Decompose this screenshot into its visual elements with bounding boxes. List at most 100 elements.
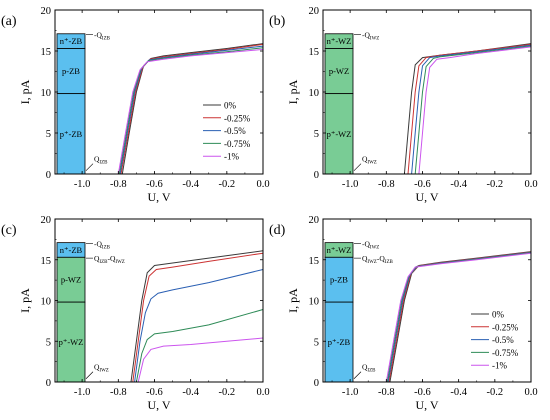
- x-tick-label: -0.2: [219, 179, 236, 190]
- x-tick-label: -0.6: [146, 387, 163, 398]
- annotation-q: Q: [94, 254, 100, 263]
- x-tick-label: -1.0: [74, 179, 91, 190]
- annotation-arrow: [85, 163, 94, 171]
- y-tick-label: 10: [309, 88, 320, 99]
- y-tick-label: 0: [314, 170, 319, 181]
- legend: 0% -0.25% -0.5% -0.75% -1%: [203, 101, 251, 162]
- annotation-arrow: [85, 371, 94, 379]
- x-tick-label: -0.2: [487, 179, 504, 190]
- series-line: [130, 250, 264, 383]
- layer-segment: [324, 48, 354, 95]
- x-axis-label: U, V: [147, 398, 170, 412]
- layer-segment: [56, 256, 86, 303]
- y-axis: 0 5 10 15 20 I, pA: [286, 6, 531, 181]
- panel-label: (c): [1, 223, 17, 238]
- layer-label: p-WZ: [61, 275, 81, 285]
- y-tick-label: 0: [46, 170, 51, 181]
- layer-label: p-WZ: [329, 66, 349, 76]
- panel-label: (d): [269, 223, 286, 238]
- y-tick-label: 10: [309, 297, 320, 308]
- x-tick-label: -0.8: [110, 387, 127, 398]
- x-tick-label: 0.0: [524, 387, 537, 398]
- y-axis-label: I, pA: [286, 288, 300, 313]
- series-line: [403, 43, 532, 175]
- layer-stack: n⁺-ZB p-WZ p⁺-WZ: [56, 242, 86, 383]
- y-axis: 0 5 10 15 20 I, pA: [286, 215, 531, 389]
- series-group: [117, 43, 264, 175]
- layer-segment: [324, 301, 354, 383]
- x-tick-label: -0.8: [110, 179, 127, 190]
- series-line: [134, 269, 264, 383]
- y-axis: 0 5 10 15 20 I, pA: [18, 6, 263, 181]
- annotation-q: Q: [362, 155, 368, 164]
- y-tick-label: 5: [314, 337, 319, 348]
- annotation-extra-sub: IWZ: [115, 260, 124, 265]
- x-tick-label: -0.4: [182, 387, 199, 398]
- annotation-sub: IZB: [102, 37, 111, 42]
- series-line: [389, 251, 532, 383]
- layer-segment: [324, 93, 354, 175]
- series-line: [407, 43, 532, 175]
- annotation-label: -QIZB: [94, 239, 111, 250]
- annotation-sub: IZB: [367, 369, 376, 374]
- legend-label: -0.25%: [224, 113, 251, 123]
- legend-label: -1%: [224, 152, 239, 162]
- y-tick-label: 5: [314, 129, 319, 140]
- annotation-q: Q: [362, 363, 368, 372]
- x-tick-label: 0.0: [524, 179, 537, 190]
- y-tick-label: 5: [46, 129, 51, 140]
- annotation-sub: IWZ: [367, 161, 376, 166]
- x-tick-label: -0.2: [219, 387, 236, 398]
- annotation-q: Q: [94, 363, 100, 372]
- x-axis: -1.0 -0.8 -0.6 -0.4 -0.2 0.0 U, V: [63, 10, 270, 204]
- x-tick-label: -0.4: [450, 387, 467, 398]
- annotation-sub: IZB: [99, 260, 108, 265]
- x-tick-label: -0.4: [182, 179, 199, 190]
- y-tick-label: 10: [41, 88, 52, 99]
- layer-label: p-ZB: [62, 66, 80, 76]
- y-tick-label: 15: [309, 256, 320, 267]
- x-tick-label: -1.0: [74, 387, 91, 398]
- annotation-label: QIZB: [362, 363, 376, 374]
- panel-label: (b): [269, 14, 286, 29]
- layer-label: p⁺-WZ: [59, 337, 84, 347]
- annotation-prefix: -: [94, 31, 97, 40]
- annotation-extra: -Q: [377, 254, 385, 263]
- y-tick-label: 15: [309, 47, 320, 58]
- x-tick-label: -0.4: [450, 179, 467, 190]
- legend: 0% -0.25% -0.5% -0.75% -1%: [471, 310, 519, 371]
- annotation-sub: IWZ: [370, 245, 379, 250]
- annotation-label: QIWZ: [362, 155, 377, 166]
- y-tick-label: 20: [309, 215, 320, 226]
- y-axis-label: I, pA: [18, 79, 32, 104]
- x-tick-label: -0.8: [378, 387, 395, 398]
- layer-label: p⁺-ZB: [60, 129, 83, 139]
- series-group: [403, 43, 532, 175]
- annotation-sub: IZB: [99, 161, 108, 166]
- legend-label: -0.5%: [492, 335, 514, 345]
- annotation-label: -QIWZ: [362, 31, 379, 42]
- y-axis-label: I, pA: [286, 79, 300, 104]
- series-line: [411, 44, 532, 175]
- series-group: [385, 251, 532, 383]
- annotation-label: QIWZ-QIZB: [362, 254, 394, 265]
- layer-label: p-ZB: [330, 275, 348, 285]
- layer-stack: n⁺-WZ p-ZB p⁺-ZB: [324, 242, 354, 383]
- layer-label: p⁺-WZ: [327, 129, 352, 139]
- layer-label: n⁺-ZB: [60, 36, 83, 46]
- series-line: [137, 337, 264, 383]
- series-line: [118, 47, 264, 175]
- annotation-arrow: [353, 163, 362, 171]
- y-tick-label: 20: [41, 215, 52, 226]
- annotation-extra: -Q: [107, 254, 115, 263]
- annotation-sub: IWZ: [370, 37, 379, 42]
- series-line: [414, 45, 532, 175]
- y-tick-label: 10: [41, 297, 52, 308]
- series-line: [119, 45, 264, 175]
- legend-label: -0.75%: [492, 348, 519, 358]
- annotation-q: Q: [362, 254, 368, 263]
